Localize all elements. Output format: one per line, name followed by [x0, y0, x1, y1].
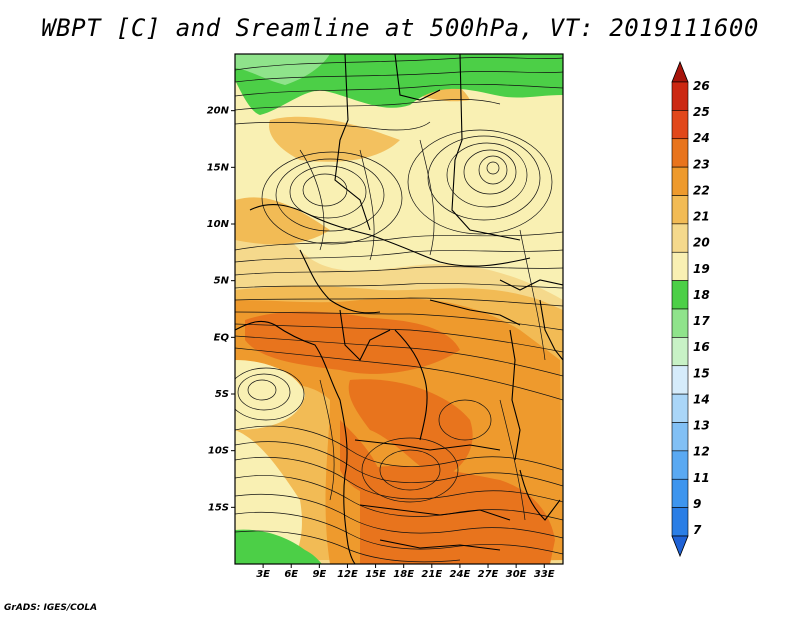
colorbar-segment	[671, 110, 689, 140]
colorbar-label: 25	[693, 105, 710, 119]
lat-tick-label: 5N	[214, 276, 230, 287]
lon-tick-label: 18E	[393, 569, 414, 580]
colorbar-label: 18	[693, 288, 710, 302]
lat-tick-label: 10S	[208, 446, 229, 457]
colorbar-segment	[671, 81, 689, 111]
longitude-axis: 3E 6E 9E 12E 15E 18E 21E 24E 27E 30E 33E	[256, 564, 555, 580]
colorbar-label: 20	[693, 236, 710, 250]
lon-tick-label: 27E	[478, 569, 499, 580]
colorbar-segment	[671, 251, 689, 281]
lon-tick-label: 24E	[450, 569, 471, 580]
colorbar-segment	[671, 365, 689, 395]
colorbar-label: 15	[693, 366, 710, 380]
lat-tick-label: 15N	[207, 162, 230, 173]
lat-tick-label: EQ	[214, 332, 230, 343]
colorbar-segment	[671, 422, 689, 452]
colorbar-segment	[671, 337, 689, 367]
colorbar-label: 11	[693, 471, 710, 485]
colorbar-label: 7	[693, 523, 702, 537]
colorbar-segment	[671, 478, 689, 508]
colorbar-segment	[671, 138, 689, 168]
colorbar-label: 23	[693, 157, 710, 171]
latitude-axis: 20N 15N 10N 5N EQ 5S 10S 15S	[207, 106, 235, 513]
colorbar-bottom-arrow	[671, 535, 689, 558]
colorbar-label: 19	[693, 262, 710, 276]
colorbar-label: 16	[693, 340, 710, 354]
colorbar-label: 13	[693, 419, 710, 433]
colorbar-segment	[671, 166, 689, 196]
colorbar-label: 21	[693, 210, 710, 224]
lon-tick-label: 30E	[506, 569, 527, 580]
lon-tick-label: 9E	[312, 569, 326, 580]
wbpt-shading	[235, 54, 563, 564]
colorbar-segment	[671, 393, 689, 423]
colorbar: 26 25 24 23 22 21 20 19 18 17 16 15 14 13 12 11 9 7	[671, 60, 710, 558]
colorbar-segment	[671, 223, 689, 253]
lat-tick-label: 5S	[215, 389, 229, 400]
colorbar-label: 26	[693, 79, 710, 93]
lat-tick-label: 15S	[208, 502, 229, 513]
lon-tick-label: 15E	[365, 569, 386, 580]
colorbar-label: 14	[693, 392, 710, 406]
streamlines	[235, 57, 563, 563]
colorbar-label: 12	[693, 445, 710, 459]
lon-tick-label: 12E	[337, 569, 358, 580]
colorbar-segment	[671, 507, 689, 537]
colorbar-label: 24	[693, 131, 710, 145]
colorbar-label: 9	[693, 497, 701, 511]
lon-tick-label: 6E	[284, 569, 298, 580]
lat-tick-label: 10N	[207, 219, 230, 230]
colorbar-segment	[671, 280, 689, 310]
colorbar-segment	[671, 308, 689, 338]
lat-tick-label: 20N	[207, 106, 230, 117]
colorbar-label: 22	[693, 183, 710, 197]
country-borders	[235, 54, 563, 564]
colorbar-label: 17	[693, 314, 710, 328]
credit-text: GrADS: IGES/COLA	[4, 603, 98, 613]
map-frame	[234, 53, 564, 565]
lon-tick-label: 33E	[534, 569, 555, 580]
colorbar-segment	[671, 450, 689, 480]
colorbar-segment	[671, 195, 689, 225]
lon-tick-label: 21E	[421, 569, 442, 580]
colorbar-top-arrow	[671, 60, 689, 83]
map-title: WBPT [C] and Sreamline at 500hPa, VT: 20…	[41, 14, 759, 42]
lon-tick-label: 3E	[256, 569, 270, 580]
